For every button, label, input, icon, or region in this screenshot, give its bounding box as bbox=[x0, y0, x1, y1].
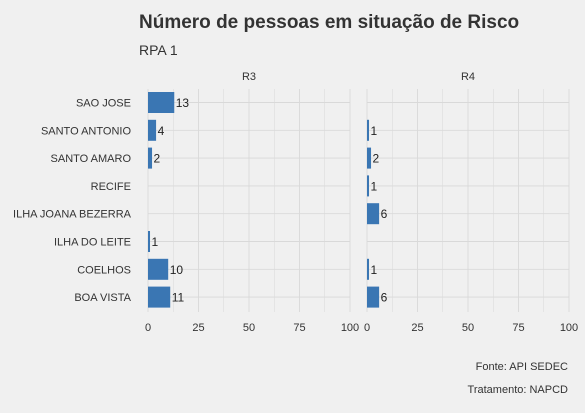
bar bbox=[367, 203, 380, 225]
bar bbox=[148, 231, 151, 252]
bar bbox=[148, 119, 157, 141]
category-label: RECIFE bbox=[91, 181, 131, 193]
x-tick-label: 50 bbox=[462, 322, 474, 334]
data-label: 6 bbox=[381, 291, 388, 305]
x-tick-label: 25 bbox=[192, 322, 204, 334]
data-label: 1 bbox=[371, 263, 378, 277]
x-tick-label: 0 bbox=[364, 322, 370, 334]
caption-treatment: Tratamento: NAPCD bbox=[467, 384, 568, 396]
x-tick-label: 0 bbox=[145, 322, 151, 334]
x-tick-label: 75 bbox=[293, 322, 305, 334]
chart-title: Número de pessoas em situação de Risco bbox=[139, 12, 520, 33]
data-label: 13 bbox=[176, 96, 190, 110]
x-tick-label: 100 bbox=[560, 322, 578, 334]
x-tick-label: 50 bbox=[243, 322, 255, 334]
data-label: 1 bbox=[152, 235, 159, 249]
data-label: 6 bbox=[381, 207, 388, 221]
panel-strip-label: R3 bbox=[242, 71, 256, 83]
bar bbox=[148, 147, 153, 169]
bar bbox=[367, 119, 370, 141]
bar bbox=[148, 286, 171, 308]
data-label: 11 bbox=[172, 291, 185, 305]
category-label: ILHA DO LEITE bbox=[54, 237, 131, 249]
category-label: ILHA JOANA BEZERRA bbox=[13, 209, 132, 221]
bar bbox=[148, 92, 175, 113]
bar bbox=[148, 258, 169, 280]
category-label: SAO JOSE bbox=[76, 98, 131, 110]
data-label: 1 bbox=[371, 179, 378, 193]
data-label: 10 bbox=[170, 263, 184, 277]
caption-source: Fonte: API SEDEC bbox=[475, 361, 568, 373]
panel-strip-label: R4 bbox=[461, 71, 475, 83]
x-tick-label: 75 bbox=[512, 322, 524, 334]
category-label: SANTO ANTONIO bbox=[41, 125, 132, 137]
bar bbox=[367, 258, 370, 280]
bar bbox=[367, 147, 372, 169]
data-label: 2 bbox=[373, 152, 380, 166]
chart-subtitle: RPA 1 bbox=[139, 42, 178, 58]
data-label: 1 bbox=[371, 124, 378, 138]
bar bbox=[367, 175, 370, 197]
category-label: SANTO AMARO bbox=[51, 153, 132, 165]
data-label: 4 bbox=[158, 124, 165, 138]
x-tick-label: 100 bbox=[341, 322, 359, 334]
category-label: BOA VISTA bbox=[74, 292, 131, 304]
category-label: COELHOS bbox=[77, 264, 131, 276]
bar bbox=[367, 286, 380, 308]
panel-r3: R3 0 25 50 75 100 13 4 2 1 10 11 bbox=[145, 71, 359, 334]
x-tick-label: 25 bbox=[411, 322, 423, 334]
data-label: 2 bbox=[154, 152, 161, 166]
